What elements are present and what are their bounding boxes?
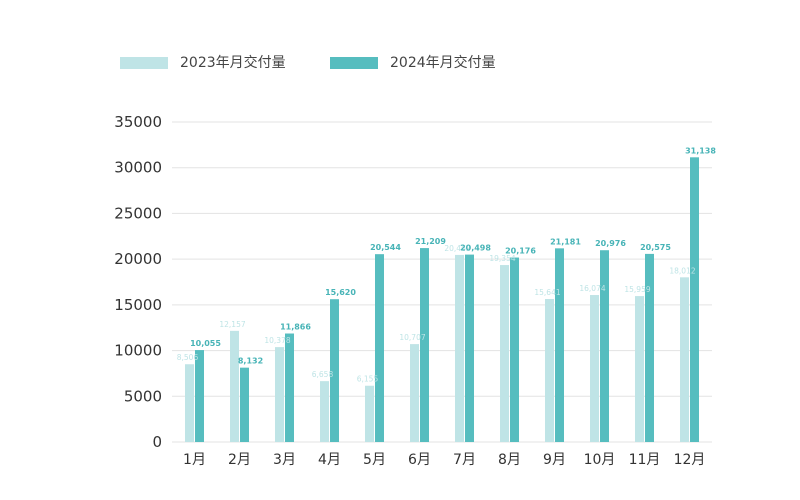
legend-swatch-2023 xyxy=(120,57,168,69)
y-tick-label: 15000 xyxy=(114,296,162,314)
data-label-2024: 8,132 xyxy=(238,357,263,366)
data-label-2024: 11,866 xyxy=(280,323,311,332)
bars xyxy=(185,157,699,443)
bar-2024 xyxy=(555,248,564,442)
bar-2024 xyxy=(285,333,294,442)
legend-label-2023: 2023年月交付量 xyxy=(180,54,286,71)
bar-2023 xyxy=(590,295,599,442)
bar-2023 xyxy=(185,364,194,442)
bar-2024 xyxy=(375,254,384,442)
data-label-2023: 18,012 xyxy=(669,266,695,275)
x-category-label: 10月 xyxy=(584,452,616,468)
data-label-2024: 20,498 xyxy=(460,244,491,253)
data-label-2024: 20,176 xyxy=(505,247,536,256)
legend-swatch-2024 xyxy=(330,57,378,69)
data-label-2023: 19,354 xyxy=(489,254,515,263)
data-label-2024: 20,976 xyxy=(595,239,626,248)
data-label-2023: 8,506 xyxy=(177,353,199,362)
bar-2023 xyxy=(230,330,239,442)
x-category-label: 9月 xyxy=(543,452,566,468)
data-label-2023: 10,378 xyxy=(264,336,290,345)
bar-2023 xyxy=(680,277,689,442)
bar-2023 xyxy=(545,298,554,442)
data-label-2024: 21,209 xyxy=(415,237,446,246)
bar-2023 xyxy=(410,344,419,442)
x-category-label: 4月 xyxy=(318,452,341,468)
data-label-2023: 10,707 xyxy=(399,333,425,342)
x-category-label: 7月 xyxy=(453,452,476,468)
bar-2023 xyxy=(275,347,284,442)
data-label-2024: 20,575 xyxy=(640,243,671,252)
data-label-2023: 15,641 xyxy=(534,288,560,297)
data-label-2023: 6,155 xyxy=(357,375,379,384)
data-label-2023: 16,074 xyxy=(579,284,605,293)
gridlines xyxy=(172,121,712,443)
bar-2023 xyxy=(365,385,374,442)
data-label-2024: 31,138 xyxy=(685,146,716,155)
legend-label-2024: 2024年月交付量 xyxy=(390,54,496,71)
x-category-label: 1月 xyxy=(183,452,206,468)
bar-2023 xyxy=(635,296,644,442)
y-tick-label: 35000 xyxy=(114,113,162,131)
data-label-2024: 20,544 xyxy=(370,243,401,252)
x-category-label: 11月 xyxy=(629,452,661,468)
x-category-label: 8月 xyxy=(498,452,521,468)
bar-2024 xyxy=(600,250,609,442)
legend: 2023年月交付量 2024年月交付量 xyxy=(120,54,496,71)
bar-2024 xyxy=(420,248,429,442)
y-tick-label: 5000 xyxy=(124,387,162,405)
y-tick-label: 20000 xyxy=(114,250,162,268)
bar-2024 xyxy=(645,253,654,442)
y-tick-label: 30000 xyxy=(114,159,162,177)
y-tick-label: 0 xyxy=(152,433,162,451)
bar-2023 xyxy=(320,381,329,442)
x-category-label: 3月 xyxy=(273,452,296,468)
data-label-2023: 12,157 xyxy=(219,320,245,329)
bar-2024 xyxy=(465,254,474,442)
data-label-2024: 21,181 xyxy=(550,237,581,246)
data-labels: 8,506 10,055 12,157 8,132 10,378 11,866 6,658 1… xyxy=(177,146,717,383)
bar-2023 xyxy=(500,265,509,442)
data-label-2023: 20,462 xyxy=(444,244,470,253)
bar-2024 xyxy=(510,257,519,442)
bar-2024 xyxy=(195,350,204,442)
bar-2024 xyxy=(330,299,339,442)
x-category-label: 6月 xyxy=(408,452,431,468)
x-category-label: 5月 xyxy=(363,452,386,468)
x-category-label: 12月 xyxy=(674,452,706,468)
x-axis: 1月 2月 3月 4月 5月 6月 7月 8月 9月 10月 11月 12月 xyxy=(183,452,705,468)
y-tick-label: 25000 xyxy=(114,204,162,222)
y-tick-label: 10000 xyxy=(114,342,162,360)
bar-2024 xyxy=(690,157,699,443)
data-label-2024: 10,055 xyxy=(190,339,221,348)
data-label-2023: 15,959 xyxy=(624,285,650,294)
x-category-label: 2月 xyxy=(228,452,251,468)
bar-2023 xyxy=(455,254,464,442)
data-label-2023: 6,658 xyxy=(312,370,334,379)
bar-2024 xyxy=(240,367,249,442)
data-label-2024: 15,620 xyxy=(325,288,356,297)
y-axis: 0 5000 10000 15000 20000 25000 30000 35000 xyxy=(114,113,162,451)
